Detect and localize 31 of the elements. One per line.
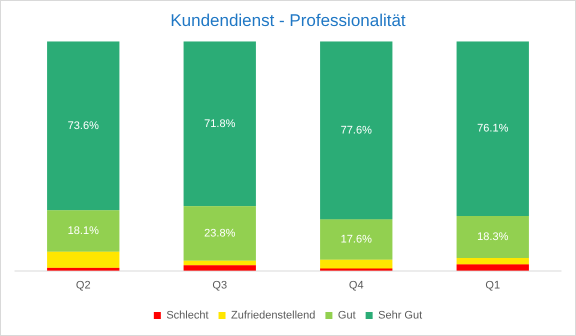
data-label: 71.8% (204, 118, 236, 130)
bar (47, 41, 120, 210)
bar (456, 258, 529, 264)
x-tick-label: Q1 (485, 279, 500, 292)
chart-title: Kundendienst - Professionalität (170, 10, 406, 30)
legend-label: Gut (338, 310, 356, 322)
data-label: 17.6% (340, 234, 372, 246)
x-tick-label: Q3 (212, 279, 228, 292)
data-label: 18.1% (68, 225, 100, 238)
bar (184, 41, 256, 206)
legend-label: Schlecht (166, 310, 209, 322)
data-label: 76.1% (477, 122, 509, 135)
bar (456, 216, 529, 258)
bar (320, 260, 392, 269)
legend-label: Sehr Gut (378, 310, 422, 322)
x-tick-label: Q4 (348, 279, 364, 292)
bar (47, 252, 120, 268)
bar (47, 210, 120, 252)
bar (184, 265, 256, 271)
data-label: 18.3% (477, 230, 509, 243)
bar (184, 260, 256, 266)
bar (456, 264, 529, 271)
bar (320, 41, 392, 220)
data-label: 23.8% (204, 227, 236, 240)
bar (320, 219, 392, 260)
data-label: 73.6% (68, 120, 100, 132)
bar (456, 41, 529, 216)
legend-label: Zufriedenstellend (231, 310, 316, 322)
x-tick-label: Q2 (76, 279, 91, 292)
data-label: 77.6% (340, 124, 372, 136)
bar (184, 206, 256, 261)
